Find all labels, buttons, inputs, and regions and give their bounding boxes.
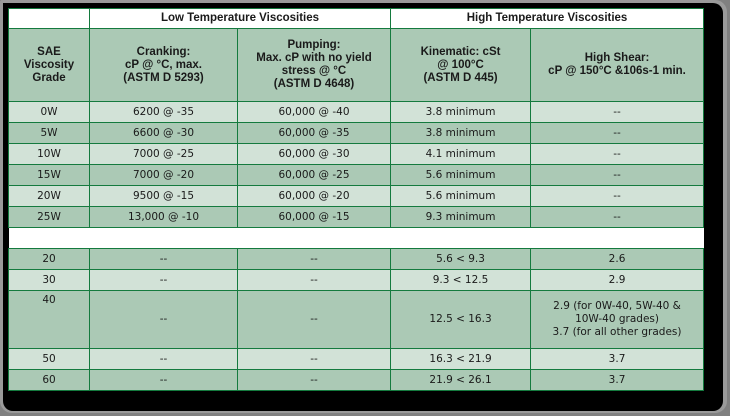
cell-pumping: 60,000 @ -25	[236, 164, 392, 186]
cell-grade: 50	[8, 348, 90, 370]
column-header-row: SAE Viscosity Grade Cranking: cP @ °C, m…	[8, 28, 705, 102]
cell-pumping: --	[236, 290, 392, 349]
col-header-pumping: Pumping: Max. cP with no yield stress @ …	[236, 28, 392, 102]
group-header-high-temp: High Temperature Viscosities	[390, 8, 705, 29]
cell-kinematic: 5.6 minimum	[390, 185, 532, 207]
cell-pumping: 60,000 @ -20	[236, 185, 392, 207]
cell-high-shear: 3.7	[530, 369, 705, 391]
table-row: 20 -- -- 5.6 < 9.3 2.6	[8, 248, 705, 270]
cell-pumping: 60,000 @ -40	[236, 101, 392, 123]
cell-cranking: --	[89, 369, 238, 391]
cell-kinematic: 21.9 < 26.1	[390, 369, 532, 391]
cell-grade: 15W	[8, 164, 90, 186]
cell-cranking: --	[89, 248, 238, 270]
cell-cranking: --	[89, 269, 238, 291]
cell-grade: 0W	[8, 101, 90, 123]
sae-viscosity-table: Low Temperature Viscosities High Tempera…	[8, 8, 705, 391]
cell-high-shear: --	[530, 122, 705, 144]
group-header-low-temp: Low Temperature Viscosities	[88, 8, 392, 29]
cell-high-shear: --	[530, 143, 705, 165]
cell-kinematic: 9.3 minimum	[390, 206, 532, 228]
cell-pumping: --	[236, 248, 392, 270]
cell-cranking: 9500 @ -15	[89, 185, 238, 207]
cell-grade: 25W	[8, 206, 90, 228]
cell-cranking: --	[89, 348, 238, 370]
cell-high-shear: --	[530, 101, 705, 123]
cell-high-shear: 3.7	[530, 348, 705, 370]
cell-pumping: --	[236, 369, 392, 391]
cell-cranking: --	[89, 290, 238, 349]
table-row: 40 -- -- 12.5 < 16.3 2.9 (for 0W-40, 5W-…	[8, 290, 705, 349]
col-header-grade: SAE Viscosity Grade	[8, 28, 90, 102]
cell-kinematic: 5.6 < 9.3	[390, 248, 532, 270]
cell-pumping: 60,000 @ -15	[236, 206, 392, 228]
cell-high-shear: --	[530, 164, 705, 186]
col-header-cranking: Cranking: cP @ °C, max. (ASTM D 5293)	[89, 28, 238, 102]
cell-cranking: 7000 @ -20	[89, 164, 238, 186]
cell-high-shear: 2.6	[530, 248, 705, 270]
cell-cranking: 7000 @ -25	[89, 143, 238, 165]
table-row: 60 -- -- 21.9 < 26.1 3.7	[8, 369, 705, 391]
cell-kinematic: 12.5 < 16.3	[390, 290, 532, 349]
cell-cranking: 6600 @ -30	[89, 122, 238, 144]
cell-pumping: 60,000 @ -35	[236, 122, 392, 144]
cell-grade: 5W	[8, 122, 90, 144]
cell-grade: 30	[8, 269, 90, 291]
table-row: 5W 6600 @ -30 60,000 @ -35 3.8 minimum -…	[8, 122, 705, 144]
cell-grade: 20W	[8, 185, 90, 207]
table-row: 10W 7000 @ -25 60,000 @ -30 4.1 minimum …	[8, 143, 705, 165]
cell-grade: 60	[8, 369, 90, 391]
cell-pumping: --	[236, 348, 392, 370]
table-row: 50 -- -- 16.3 < 21.9 3.7	[8, 348, 705, 370]
cell-cranking: 6200 @ -35	[89, 101, 238, 123]
cell-kinematic: 9.3 < 12.5	[390, 269, 532, 291]
group-header-row: Low Temperature Viscosities High Tempera…	[8, 8, 705, 29]
cell-high-shear: 2.9 (for 0W-40, 5W-40 & 10W-40 grades) 3…	[530, 290, 705, 349]
cell-high-shear: --	[530, 206, 705, 228]
cell-kinematic: 3.8 minimum	[390, 122, 532, 144]
table-row: 15W 7000 @ -20 60,000 @ -25 5.6 minimum …	[8, 164, 705, 186]
cell-kinematic: 4.1 minimum	[390, 143, 532, 165]
cell-grade: 40	[8, 290, 90, 349]
cell-kinematic: 3.8 minimum	[390, 101, 532, 123]
section-divider-row	[8, 227, 704, 249]
cell-kinematic: 5.6 minimum	[390, 164, 532, 186]
col-header-kinematic: Kinematic: cSt @ 100°C (ASTM D 445)	[390, 28, 532, 102]
table-row: 20W 9500 @ -15 60,000 @ -20 5.6 minimum …	[8, 185, 705, 207]
table-row: 0W 6200 @ -35 60,000 @ -40 3.8 minimum -…	[8, 101, 705, 123]
cell-kinematic: 16.3 < 21.9	[390, 348, 532, 370]
cell-high-shear: 2.9	[530, 269, 705, 291]
cell-high-shear: --	[530, 185, 705, 207]
cell-grade: 20	[8, 248, 90, 270]
table-row: 25W 13,000 @ -10 60,000 @ -15 9.3 minimu…	[8, 206, 705, 228]
cell-pumping: --	[236, 269, 392, 291]
table-row: 30 -- -- 9.3 < 12.5 2.9	[8, 269, 705, 291]
col-header-high-shear: High Shear: cP @ 150°C &106s-1 min.	[530, 28, 705, 102]
cell-pumping: 60,000 @ -30	[236, 143, 392, 165]
cell-cranking: 13,000 @ -10	[89, 206, 238, 228]
cell-grade: 10W	[8, 143, 90, 165]
group-header-blank	[8, 8, 90, 29]
